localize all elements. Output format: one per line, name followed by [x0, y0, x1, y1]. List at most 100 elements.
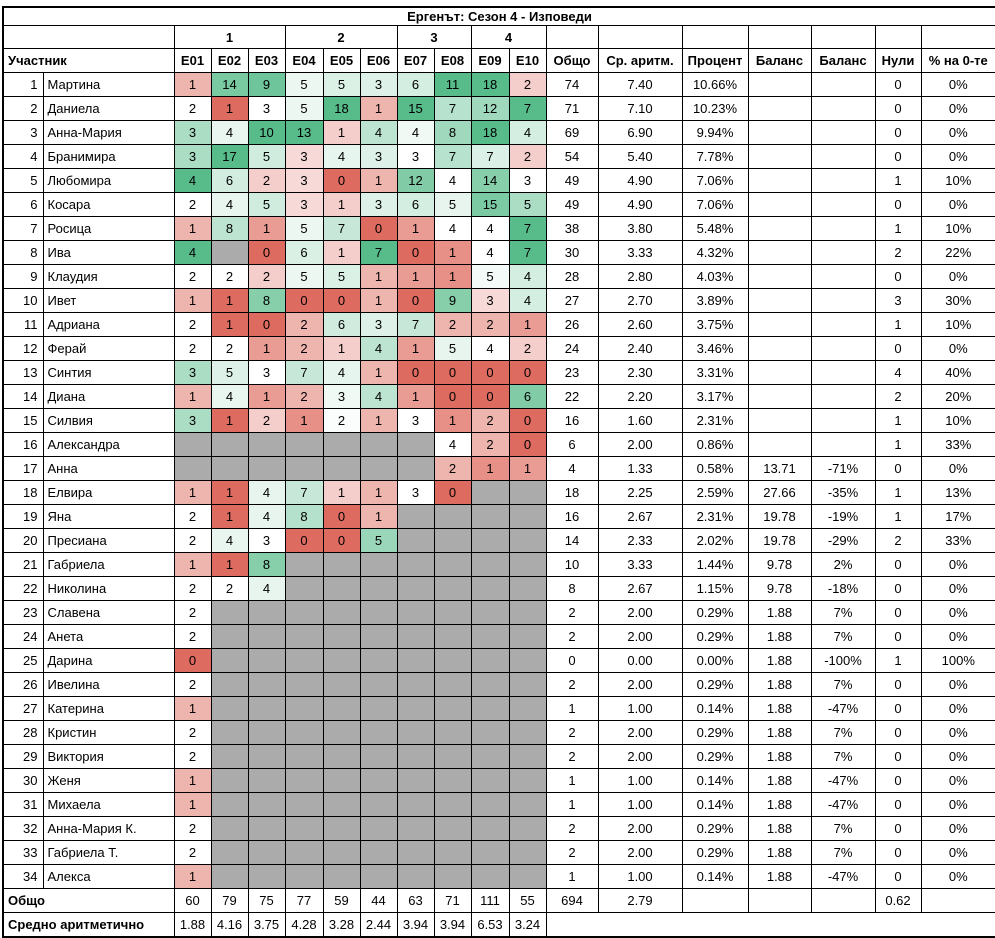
zero-pct-cell[interactable]: 10%	[920, 408, 995, 433]
zeros-cell[interactable]: 0	[874, 864, 922, 889]
episode-cell[interactable]: 11	[433, 72, 472, 97]
percent-cell[interactable]: 0.29%	[681, 840, 749, 865]
page-title[interactable]: Ергенът: Сезон 4 - Изповеди	[2, 6, 995, 26]
totals-episode-cell[interactable]: 55	[508, 888, 547, 913]
name-cell[interactable]: Косара	[42, 192, 175, 217]
zeros-cell[interactable]: 1	[874, 168, 922, 193]
col-header-episode-1[interactable]: E01	[173, 48, 212, 73]
name-cell[interactable]: Александра	[42, 432, 175, 457]
zeros-cell[interactable]: 2	[874, 528, 922, 553]
episode-cell[interactable]	[210, 240, 249, 265]
episode-cell[interactable]	[396, 600, 435, 625]
zeros-cell[interactable]: 2	[874, 240, 922, 265]
episode-cell[interactable]	[396, 696, 435, 721]
episode-cell[interactable]: 9	[433, 288, 472, 313]
name-cell[interactable]: Анна	[42, 456, 175, 481]
name-cell[interactable]: Ива	[42, 240, 175, 265]
col-header-total[interactable]: Общо	[545, 48, 599, 73]
total-cell[interactable]: 14	[545, 528, 599, 553]
avg-cell[interactable]: 1.60	[597, 408, 683, 433]
episode-cell[interactable]	[470, 576, 510, 601]
episode-cell[interactable]	[359, 840, 398, 865]
name-cell[interactable]: Виктория	[42, 744, 175, 769]
episode-cell[interactable]: 1	[396, 336, 435, 361]
avg-cell[interactable]: 5.40	[597, 144, 683, 169]
episode-cell[interactable]: 7	[508, 240, 547, 265]
episode-cell[interactable]	[433, 840, 472, 865]
zero-pct-cell[interactable]: 17%	[920, 504, 995, 529]
episode-cell[interactable]	[210, 768, 249, 793]
avg-cell[interactable]: 1.00	[597, 792, 683, 817]
episode-cell[interactable]	[470, 816, 510, 841]
percent-cell[interactable]: 7.78%	[681, 144, 749, 169]
episode-cell[interactable]: 4	[173, 168, 212, 193]
episode-cell[interactable]	[508, 504, 547, 529]
name-cell[interactable]: Анета	[42, 624, 175, 649]
episode-cell[interactable]: 0	[470, 384, 510, 409]
episode-cell[interactable]: 4	[470, 336, 510, 361]
balance-pct-cell[interactable]	[810, 288, 876, 313]
episode-cell[interactable]: 5	[322, 264, 361, 289]
episode-cell[interactable]	[284, 792, 324, 817]
balance-cell[interactable]	[747, 336, 812, 361]
name-cell[interactable]: Силвия	[42, 408, 175, 433]
episode-cell[interactable]	[173, 432, 212, 457]
episode-cell[interactable]	[433, 768, 472, 793]
totals-total-cell[interactable]: 694	[545, 888, 599, 913]
episode-cell[interactable]: 2	[470, 432, 510, 457]
balance-pct-cell[interactable]	[810, 312, 876, 337]
episode-cell[interactable]	[396, 720, 435, 745]
episode-cell[interactable]	[322, 840, 361, 865]
zeros-cell[interactable]: 0	[874, 744, 922, 769]
name-cell[interactable]: Ферай	[42, 336, 175, 361]
episode-cell[interactable]	[322, 696, 361, 721]
rank-cell[interactable]: 30	[2, 768, 44, 793]
episode-cell[interactable]	[284, 624, 324, 649]
balance-pct-cell[interactable]	[810, 72, 876, 97]
total-cell[interactable]: 10	[545, 552, 599, 577]
name-cell[interactable]: Пресиана	[42, 528, 175, 553]
episode-cell[interactable]	[508, 792, 547, 817]
episode-cell[interactable]	[396, 792, 435, 817]
episode-cell[interactable]: 6	[210, 168, 249, 193]
episode-cell[interactable]: 1	[173, 696, 212, 721]
col-header-episode-6[interactable]: E06	[359, 48, 398, 73]
episode-cell[interactable]	[396, 432, 435, 457]
rank-cell[interactable]: 13	[2, 360, 44, 385]
episode-cell[interactable]	[470, 672, 510, 697]
percent-cell[interactable]: 1.44%	[681, 552, 749, 577]
total-cell[interactable]: 27	[545, 288, 599, 313]
zero-pct-cell[interactable]: 0%	[920, 600, 995, 625]
total-cell[interactable]: 23	[545, 360, 599, 385]
name-cell[interactable]: Мартина	[42, 72, 175, 97]
episode-cell[interactable]: 0	[508, 408, 547, 433]
episode-cell[interactable]: 2	[173, 576, 212, 601]
episode-cell[interactable]: 4	[433, 168, 472, 193]
episode-cell[interactable]: 3	[173, 360, 212, 385]
zeros-cell[interactable]: 0	[874, 144, 922, 169]
episode-cell[interactable]: 1	[210, 408, 249, 433]
episode-cell[interactable]: 8	[210, 216, 249, 241]
episode-cell[interactable]	[247, 864, 286, 889]
episode-cell[interactable]: 3	[396, 144, 435, 169]
zero-pct-cell[interactable]: 10%	[920, 216, 995, 241]
means-label[interactable]: Средно аритметично	[2, 912, 175, 938]
percent-cell[interactable]: 2.59%	[681, 480, 749, 505]
episode-cell[interactable]	[396, 576, 435, 601]
percent-cell[interactable]: 0.29%	[681, 744, 749, 769]
episode-cell[interactable]	[508, 480, 547, 505]
group-header-empty[interactable]	[747, 25, 812, 49]
col-header-zero-percent[interactable]: % на 0-те	[920, 48, 995, 73]
rank-cell[interactable]: 16	[2, 432, 44, 457]
episode-cell[interactable]: 1	[322, 336, 361, 361]
avg-cell[interactable]: 2.40	[597, 336, 683, 361]
rank-cell[interactable]: 6	[2, 192, 44, 217]
rank-cell[interactable]: 21	[2, 552, 44, 577]
episode-cell[interactable]: 3	[173, 144, 212, 169]
percent-cell[interactable]: 7.06%	[681, 192, 749, 217]
zero-pct-cell[interactable]: 0%	[920, 96, 995, 121]
episode-cell[interactable]	[210, 720, 249, 745]
episode-cell[interactable]: 3	[396, 408, 435, 433]
episode-cell[interactable]: 2	[210, 264, 249, 289]
balance-pct-cell[interactable]	[810, 264, 876, 289]
